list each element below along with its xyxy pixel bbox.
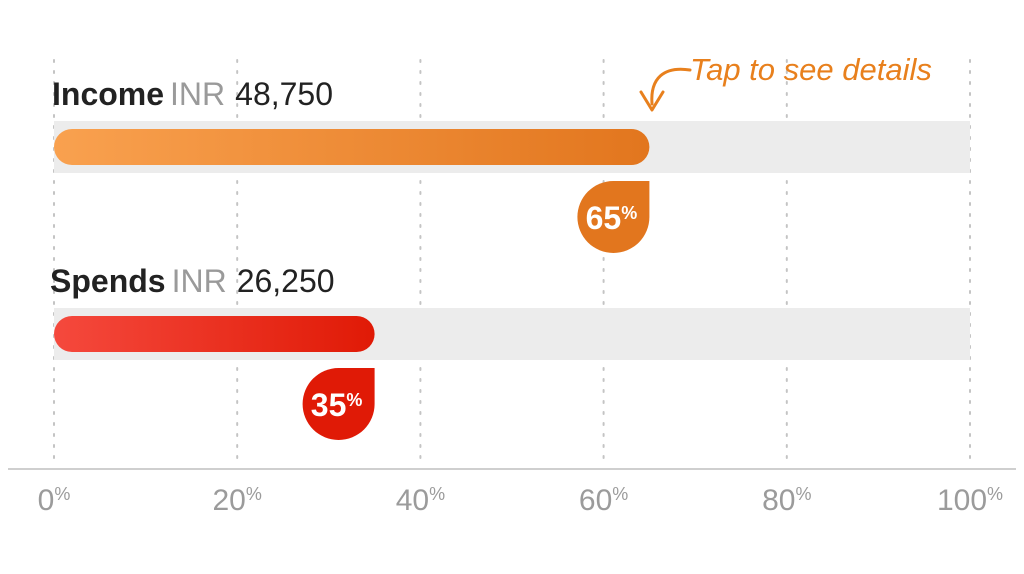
income-label: Income INR 48,750 (52, 76, 333, 112)
x-tick-label-20: 20% (213, 484, 262, 517)
spends-label: Spends INR 26,250 (50, 263, 335, 299)
spends-bar[interactable] (54, 316, 375, 352)
spends-amount: 26,250 (236, 263, 335, 299)
x-tick-label-60: 60% (579, 484, 628, 517)
annotation-arrow (650, 67, 692, 106)
spends-value-label: 35% (311, 387, 363, 423)
spends-name: Spends (50, 263, 166, 299)
tap-to-see-details-annotation[interactable]: Tap to see details (690, 52, 932, 87)
spends-currency: INR (171, 263, 227, 299)
x-tick-label-0: 0% (38, 484, 71, 517)
spends-value-badge[interactable] (302, 368, 375, 440)
income-amount: 48,750 (235, 76, 334, 112)
income-value-badge[interactable] (577, 181, 650, 253)
income-bar[interactable] (54, 129, 650, 165)
x-tick-label-80: 80% (762, 484, 811, 517)
income-name: Income (52, 76, 165, 112)
x-tick-label-40: 40% (396, 484, 445, 517)
annotation-arrowhead (639, 90, 665, 112)
income-currency: INR (170, 76, 226, 112)
x-tick-label-100: 100% (937, 484, 1003, 517)
